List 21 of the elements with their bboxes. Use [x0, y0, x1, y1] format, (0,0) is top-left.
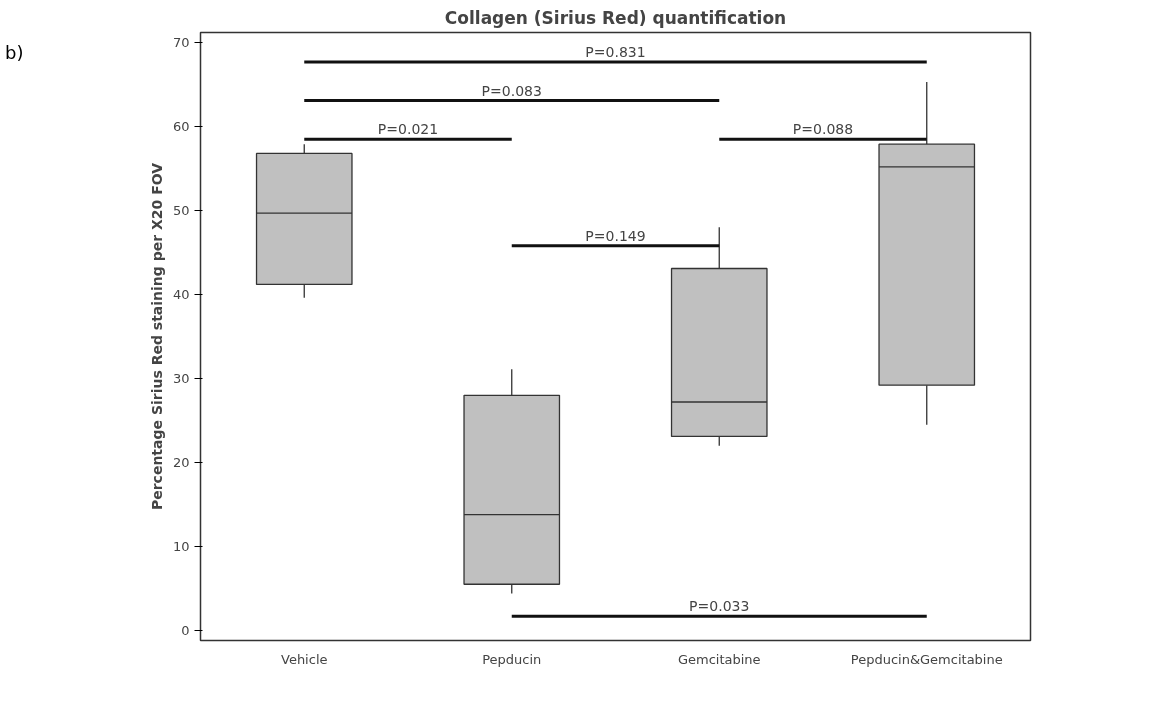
y-tick-label: 50 — [172, 203, 190, 219]
x-tick-label: Pepducin — [482, 651, 542, 667]
annotation: P=0.088 — [792, 121, 854, 138]
y-tick-label: 70 — [172, 35, 190, 51]
annotation: P=0.033 — [689, 598, 750, 615]
y-axis-title: Percentage Sirius Red staining per X20 FOV — [148, 162, 165, 511]
x-tick-label: Gemcitabine — [677, 651, 761, 667]
chart-title: Collagen (Sirius Red) quantification — [444, 7, 787, 28]
y-tick-label: 20 — [172, 454, 190, 470]
y-tick-label: 10 — [172, 538, 190, 554]
text: b) — [5, 41, 24, 65]
y-tick-label: 30 — [172, 370, 190, 386]
annotation: P=0.021 — [377, 121, 439, 138]
y-tick-label: 40 — [172, 287, 190, 303]
y-tick-label: 0 — [181, 622, 190, 638]
annotation: P=0.083 — [481, 82, 542, 99]
y-tick-label: 60 — [172, 119, 190, 135]
x-tick-label: Vehicle — [281, 651, 328, 667]
annotation: P=0.149 — [585, 227, 646, 244]
annotation: P=0.831 — [585, 43, 646, 60]
x-tick-label: Pepducin&Gemcitabine — [850, 651, 1003, 667]
